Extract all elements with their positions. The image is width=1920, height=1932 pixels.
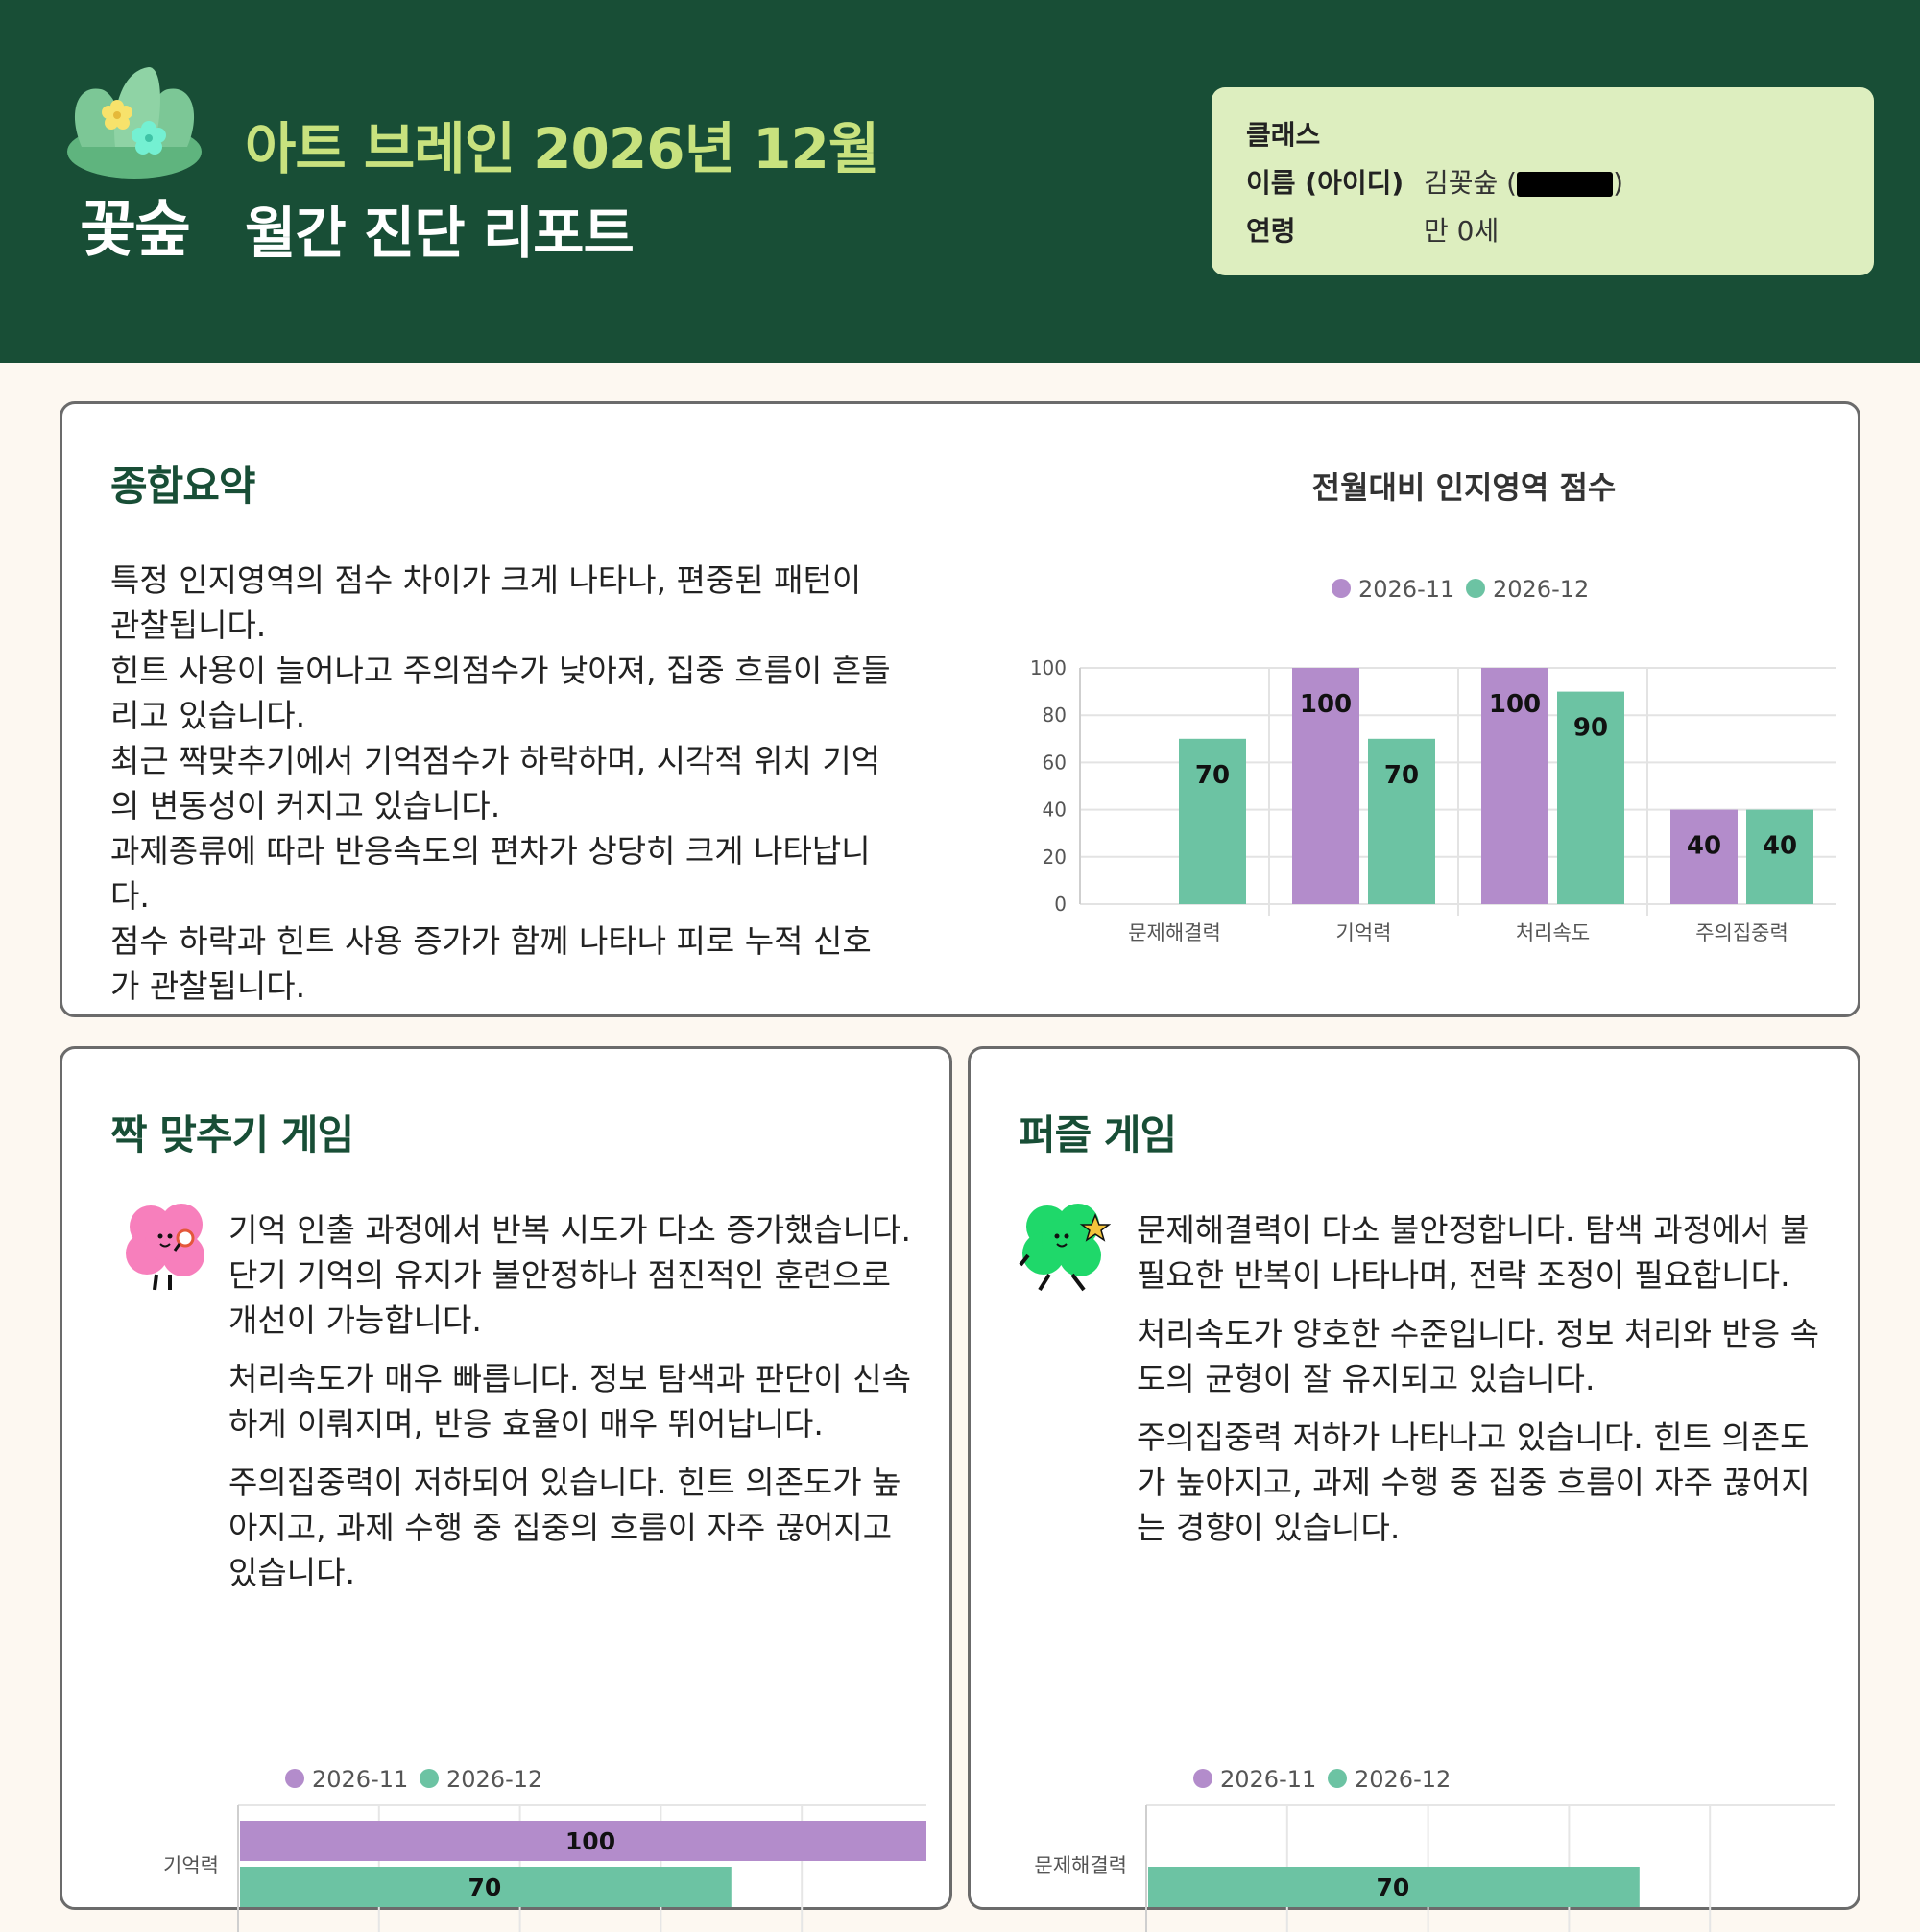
legend-swatch bbox=[1328, 1769, 1347, 1788]
age-label: 연령 bbox=[1246, 215, 1296, 247]
info-row-class: 클래스 bbox=[1246, 114, 1424, 153]
memory-game-card: 짝 맞추기 게임 기억 인출 과정에서 반복 시도가 다소 증가했습니다. 단기… bbox=[60, 1046, 952, 1932]
bar bbox=[1179, 738, 1246, 904]
chart-title: 전월대비 인지영역 점수 bbox=[1312, 469, 1617, 506]
memory-game-paragraph: 기억 인출 과정에서 반복 시도가 다소 증가했습니다. 단기 기억의 유지가 … bbox=[228, 1211, 911, 1339]
bar bbox=[1670, 809, 1738, 904]
pink-flower-mascot-icon bbox=[126, 1204, 204, 1291]
y-tick-label: 0 bbox=[1054, 893, 1067, 916]
logo-wordmark: 꽃숲 bbox=[80, 195, 191, 266]
legend-label: 2026-11 bbox=[312, 1766, 408, 1793]
summary-paragraph: 특정 인지영역의 점수 차이가 크게 나타나, 편중된 패턴이 관찰됩니다. bbox=[110, 561, 862, 644]
summary-card: 종합요약 특정 인지영역의 점수 차이가 크게 나타나, 편중된 패턴이 관찰됩… bbox=[60, 401, 1860, 1017]
bar bbox=[1292, 668, 1359, 904]
legend-label: 2026-12 bbox=[1493, 576, 1589, 603]
x-tick-label: 처리속도 bbox=[1516, 921, 1590, 944]
info-row-age: 연령 만 0세 bbox=[1246, 210, 1499, 249]
legend-swatch bbox=[1466, 579, 1485, 598]
summary-title: 종합요약 bbox=[110, 463, 256, 510]
bar-value-label: 70 bbox=[1377, 1873, 1410, 1901]
kkotsup-logo: 꽃숲 bbox=[58, 56, 211, 267]
bar-value-label: 40 bbox=[1763, 832, 1797, 861]
bar bbox=[1368, 738, 1435, 904]
bar-value-label: 70 bbox=[468, 1873, 502, 1901]
bar bbox=[1557, 691, 1624, 904]
age-value: 만 0세 bbox=[1424, 215, 1500, 247]
puzzle-game-paragraph: 주의집중력 저하가 나타나고 있습니다. 힌트 의존도가 높아지고, 과제 수행… bbox=[1137, 1419, 1811, 1546]
puzzle-game-text: 문제해결력이 다소 불안정합니다. 탐색 과정에서 불필요한 반복이 나타나며,… bbox=[1137, 1207, 1837, 1563]
puzzle-game-title: 퍼즐 게임 bbox=[1019, 1111, 1177, 1158]
bar-value-label: 100 bbox=[565, 1827, 615, 1855]
memory-game-paragraph: 처리속도가 매우 빠릅니다. 정보 탐색과 판단이 신속하게 이뤄지며, 반응 … bbox=[228, 1360, 911, 1443]
legend-label: 2026-12 bbox=[1355, 1766, 1451, 1793]
memory-game-text: 기억 인출 과정에서 반복 시도가 다소 증가했습니다. 단기 기억의 유지가 … bbox=[228, 1207, 929, 1609]
bar bbox=[1746, 809, 1813, 904]
summary-text: 특정 인지영역의 점수 차이가 크게 나타나, 편중된 패턴이 관찰됩니다. 힌… bbox=[110, 558, 898, 1009]
name-value-prefix: 김꽃숲 ( bbox=[1424, 167, 1518, 199]
y-tick-label: 20 bbox=[1043, 846, 1067, 869]
x-tick-label: 기억력 bbox=[1336, 921, 1392, 944]
bar-value-label: 90 bbox=[1573, 714, 1608, 743]
legend-swatch bbox=[285, 1769, 304, 1788]
summary-paragraph: 힌트 사용이 늘어나고 주의점수가 낮아져, 집중 흐름이 흔들리고 있습니다. bbox=[110, 652, 891, 734]
legend-label: 2026-11 bbox=[1358, 576, 1454, 603]
bar bbox=[1481, 668, 1548, 904]
puzzle-game-paragraph: 문제해결력이 다소 불안정합니다. 탐색 과정에서 불필요한 반복이 나타나며,… bbox=[1137, 1211, 1810, 1294]
y-tick-label: 40 bbox=[1043, 799, 1067, 822]
puzzle-game-chart: 2026-11 2026-12 70 문제해결력 bbox=[1034, 1766, 1835, 1932]
report-title-line1: 아트 브레인 2026년 12월 bbox=[245, 116, 879, 181]
report-title-line2: 월간 진단 리포트 bbox=[245, 201, 635, 266]
legend-swatch bbox=[1332, 579, 1351, 598]
legend-label: 2026-11 bbox=[1220, 1766, 1316, 1793]
name-value-suffix: ) bbox=[1613, 167, 1624, 199]
report-header: 꽃숲 아트 브레인 2026년 12월 월간 진단 리포트 클래스 이름 (아이… bbox=[0, 0, 1920, 363]
puzzle-game-card: 퍼즐 게임 문제해결력이 다소 불안정합니다. 탐색 과정에서 불필요한 반복이… bbox=[968, 1046, 1860, 1932]
bar-value-label: 40 bbox=[1687, 832, 1721, 861]
legend-swatch bbox=[1193, 1769, 1212, 1788]
redacted-id bbox=[1517, 172, 1614, 197]
name-label: 이름 (아이디) bbox=[1246, 167, 1404, 199]
bar-value-label: 100 bbox=[1300, 690, 1352, 719]
student-info-box: 클래스 이름 (아이디) 김꽃숲 () 연령 만 0세 bbox=[1212, 87, 1874, 275]
memory-game-paragraph: 주의집중력이 저하되어 있습니다. 힌트 의존도가 높아지고, 과제 수행 중 … bbox=[228, 1464, 901, 1591]
summary-paragraph: 점수 하락과 힌트 사용 증가가 함께 나타나 피로 누적 신호가 관찰됩니다. bbox=[110, 922, 872, 1005]
green-clover-mascot-icon bbox=[1019, 1204, 1111, 1292]
legend-swatch bbox=[420, 1769, 439, 1788]
x-tick-label: 문제해결력 bbox=[1128, 921, 1221, 944]
bar-value-label: 70 bbox=[1384, 761, 1419, 790]
summary-paragraph: 최근 짝맞추기에서 기억점수가 하락하며, 시각적 위치 기억의 변동성이 커지… bbox=[110, 742, 881, 824]
y-tick-label: 기억력 bbox=[163, 1854, 219, 1877]
class-label: 클래스 bbox=[1246, 119, 1321, 151]
leaf-flower-logo-icon bbox=[67, 67, 202, 179]
bar-value-label: 100 bbox=[1489, 690, 1541, 719]
info-row-name: 이름 (아이디) 김꽃숲 () bbox=[1246, 162, 1623, 201]
cognitive-score-chart: 전월대비 인지영역 점수 2026-11 2026-12 0 20 40 60 80 100 70… bbox=[1030, 469, 1836, 944]
x-tick-label: 주의집중력 bbox=[1695, 921, 1788, 944]
y-tick-label: 60 bbox=[1043, 751, 1067, 774]
y-tick-label: 80 bbox=[1043, 704, 1067, 727]
legend-label: 2026-12 bbox=[446, 1766, 542, 1793]
summary-paragraph: 과제종류에 따라 반응속도의 편차가 상당히 크게 나타납니다. bbox=[110, 832, 871, 915]
memory-game-chart: 2026-11 2026-12 100 70 기억력 bbox=[163, 1766, 926, 1932]
memory-game-title: 짝 맞추기 게임 bbox=[110, 1111, 354, 1158]
y-tick-label: 100 bbox=[1030, 656, 1067, 680]
puzzle-game-paragraph: 처리속도가 양호한 수준입니다. 정보 처리와 반응 속도의 균형이 잘 유지되… bbox=[1137, 1315, 1819, 1397]
bar-value-label: 70 bbox=[1195, 761, 1230, 790]
y-tick-label: 문제해결력 bbox=[1034, 1854, 1127, 1877]
